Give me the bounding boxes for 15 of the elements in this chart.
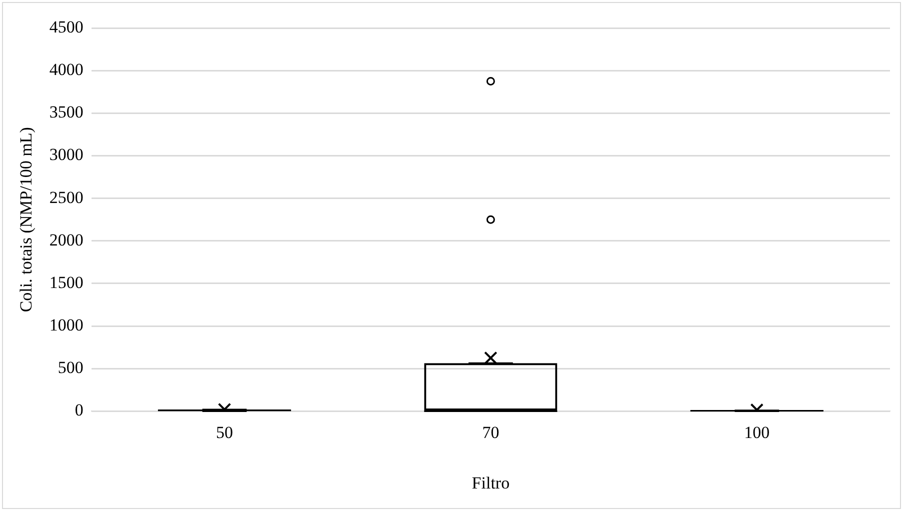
y-tick-label: 2000 [49, 230, 84, 250]
y-tick-label: 3500 [49, 102, 84, 122]
x-tick-label: 50 [216, 422, 233, 442]
y-tick-label: 500 [58, 358, 84, 378]
y-tick-label: 0 [74, 400, 84, 420]
x-tick-label: 70 [482, 422, 500, 442]
y-tick-label: 1500 [49, 272, 84, 292]
y-tick-label: 4500 [49, 17, 84, 36]
y-tick-label: 4000 [49, 60, 84, 80]
x-axis-title: Filtro [472, 473, 510, 492]
y-tick-label: 3000 [49, 145, 84, 164]
y-axis-title: Coli. totais (NMP/100 mL) [16, 127, 36, 312]
x-tick-label: 100 [744, 422, 770, 442]
y-tick-label: 2500 [49, 188, 84, 207]
y-tick-label: 1000 [49, 316, 84, 335]
